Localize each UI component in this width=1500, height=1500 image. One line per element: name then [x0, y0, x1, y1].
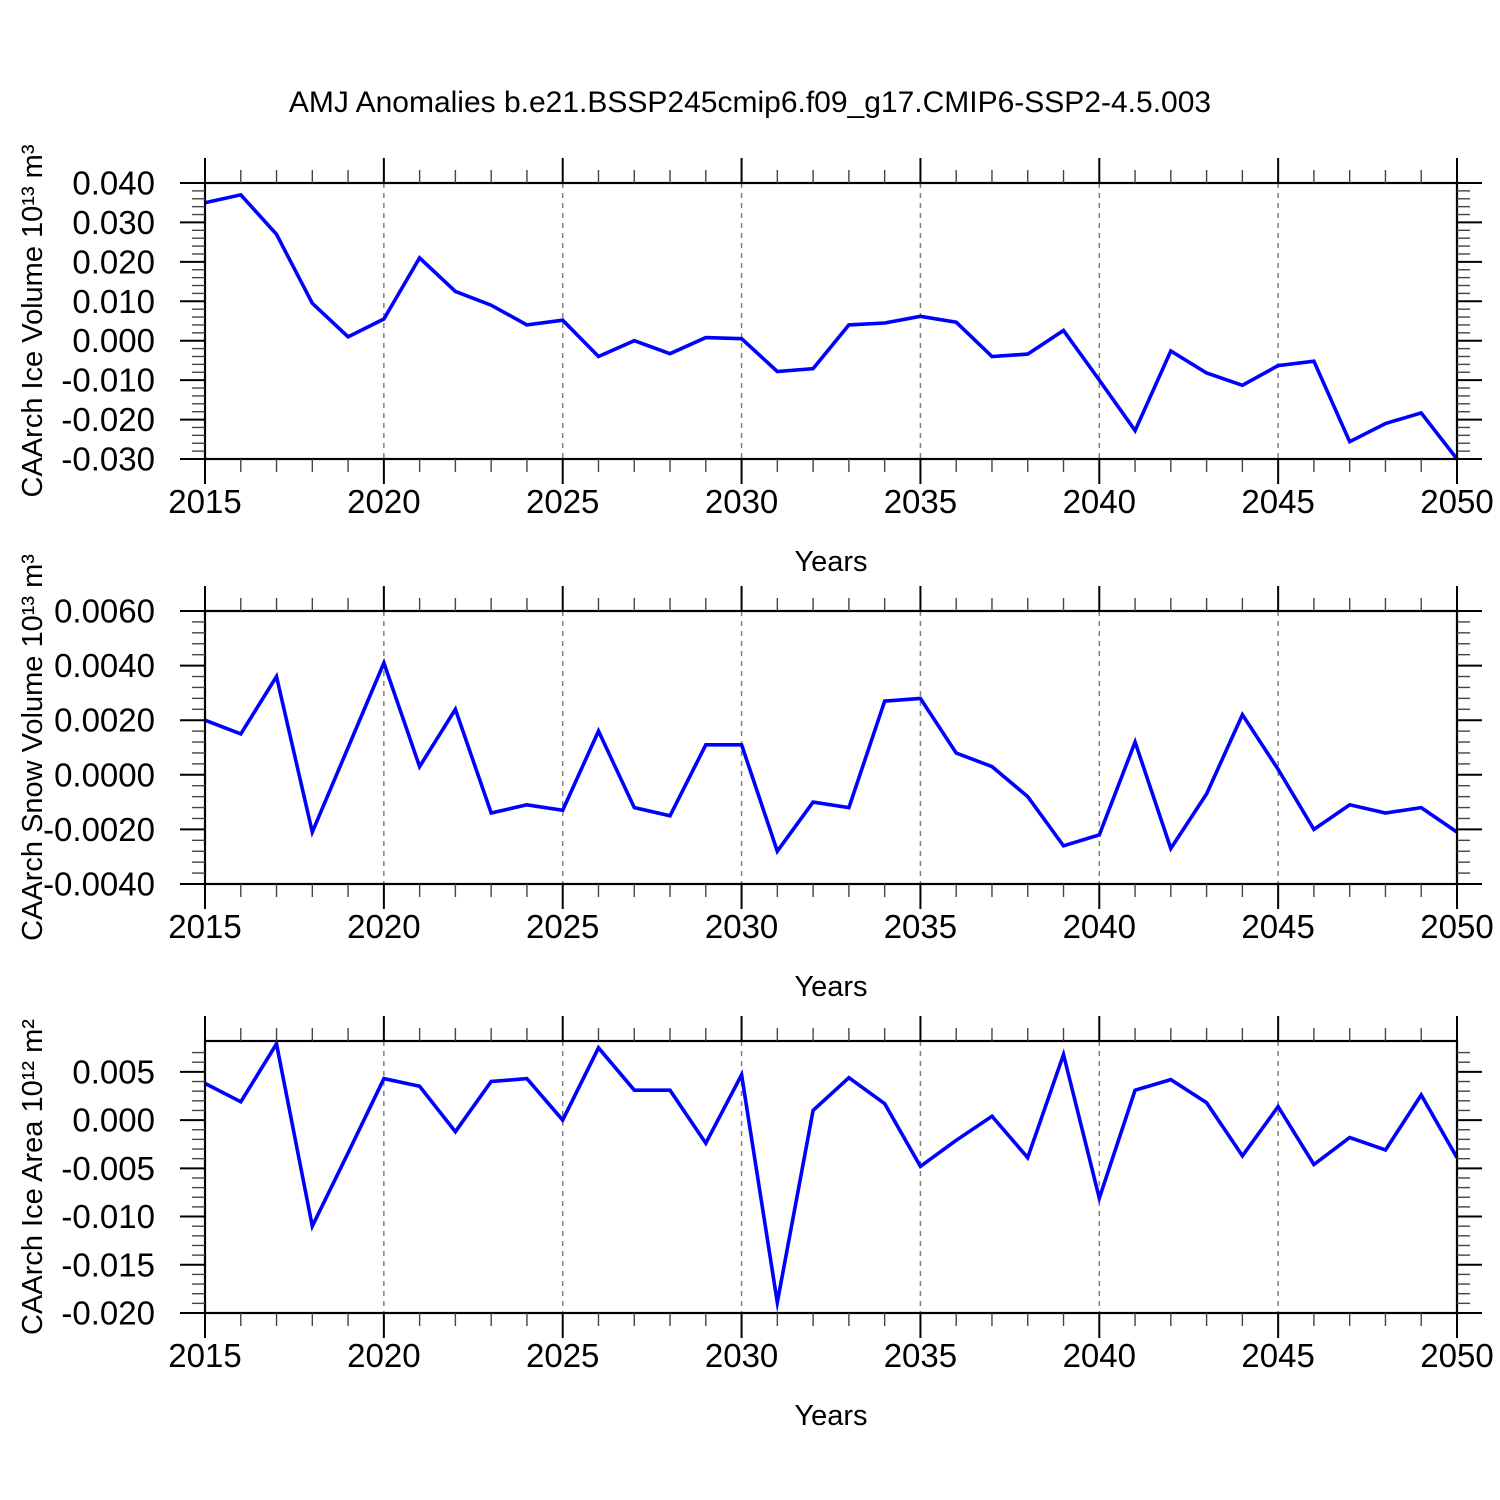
- x-tick-label: 2015: [168, 483, 241, 520]
- snow-volume-frame: [203, 609, 1459, 886]
- x-tick-label: 2015: [168, 908, 241, 945]
- y-tick-label: 0.020: [72, 243, 155, 280]
- y-tick-label: -0.010: [61, 1198, 155, 1235]
- x-tick-label: 2020: [347, 1337, 420, 1374]
- y-tick-label: 0.040: [72, 165, 155, 202]
- ice-area-panel: 2015 2020 2025 2030 2035 2040 2045 2050 0.005 0.0…: [17, 1016, 1494, 1432]
- x-axis-title: Years: [794, 1400, 867, 1432]
- ice-volume-panel: 2015 2020 2025 2030 2035 2040 2045 20500.0400.0…: [17, 144, 1494, 578]
- ice-area-line: [204, 1039, 1459, 1314]
- x-tick-label: 2025: [526, 483, 599, 520]
- x-tick-label: 2050: [1420, 1337, 1493, 1374]
- y-tick-label: 0.030: [72, 204, 155, 241]
- x-tick-label: 2050: [1420, 483, 1493, 520]
- x-tick-label: 2045: [1241, 483, 1314, 520]
- x-tick-label: 2040: [1063, 908, 1136, 945]
- snow-volume-line: [204, 657, 1459, 856]
- y-tick-label: 0.000: [72, 1102, 155, 1139]
- x-tick-label: 2045: [1241, 1337, 1314, 1374]
- chart-title: AMJ Anomalies b.e21.BSSP245cmip6.f09_g17…: [289, 86, 1211, 119]
- y-tick-label: 0.0060: [54, 593, 155, 630]
- y-tick-label: 0.005: [72, 1053, 155, 1090]
- y-tick-label: -0.0020: [43, 811, 155, 848]
- x-tick-label: 2020: [347, 483, 420, 520]
- y-tick-label: 0.000: [72, 322, 155, 359]
- x-tick-label: 2025: [526, 908, 599, 945]
- y-tick-label: 0.010: [72, 283, 155, 320]
- y-tick-label: -0.015: [61, 1246, 155, 1283]
- x-tick-label: 2030: [705, 908, 778, 945]
- x-tick-label: 2030: [705, 483, 778, 520]
- y-tick-label: 0.0020: [54, 702, 155, 739]
- y-axis-title: CAArch Ice Volume 10¹³ m³: [17, 144, 49, 497]
- x-tick-label: 2025: [526, 1337, 599, 1374]
- y-axis-title: CAArch Ice Area 10¹² m²: [17, 1019, 49, 1335]
- y-axis-title: CAArch Snow Volume 10¹³ m³: [17, 554, 49, 941]
- ice-volume-frame: [203, 181, 1459, 461]
- ice-area-frame: [203, 1039, 1459, 1315]
- x-tick-label: 2015: [168, 1337, 241, 1374]
- y-tick-label: -0.0040: [43, 866, 155, 903]
- ice-volume-line: [204, 192, 1459, 461]
- snow-volume-panel: 2015 2020 2025 2030 2035 2040 2045 2050 0.0060 0.…: [17, 554, 1494, 1003]
- y-tick-label: -0.020: [61, 401, 155, 438]
- panels-group: 2015 2020 2025 2030 2035 2040 2045 20500.0400.0…: [17, 144, 1494, 1432]
- x-tick-label: 2020: [347, 908, 420, 945]
- x-tick-label: 2040: [1063, 483, 1136, 520]
- x-tick-label: 2035: [884, 908, 957, 945]
- x-tick-label: 2030: [705, 1337, 778, 1374]
- y-tick-label: -0.005: [61, 1150, 155, 1187]
- x-tick-label: 2035: [884, 1337, 957, 1374]
- x-tick-label: 2050: [1420, 908, 1493, 945]
- x-tick-label: 2035: [884, 483, 957, 520]
- x-axis-title: Years: [794, 971, 867, 1003]
- y-tick-label: -0.020: [61, 1295, 155, 1332]
- y-tick-label: -0.010: [61, 362, 155, 399]
- x-tick-label: 2045: [1241, 908, 1314, 945]
- x-tick-label: 2040: [1063, 1337, 1136, 1374]
- y-tick-label: -0.030: [61, 441, 155, 478]
- y-tick-label: 0.0000: [54, 756, 155, 793]
- x-axis-title: Years: [794, 546, 867, 578]
- y-tick-label: 0.0040: [54, 647, 155, 684]
